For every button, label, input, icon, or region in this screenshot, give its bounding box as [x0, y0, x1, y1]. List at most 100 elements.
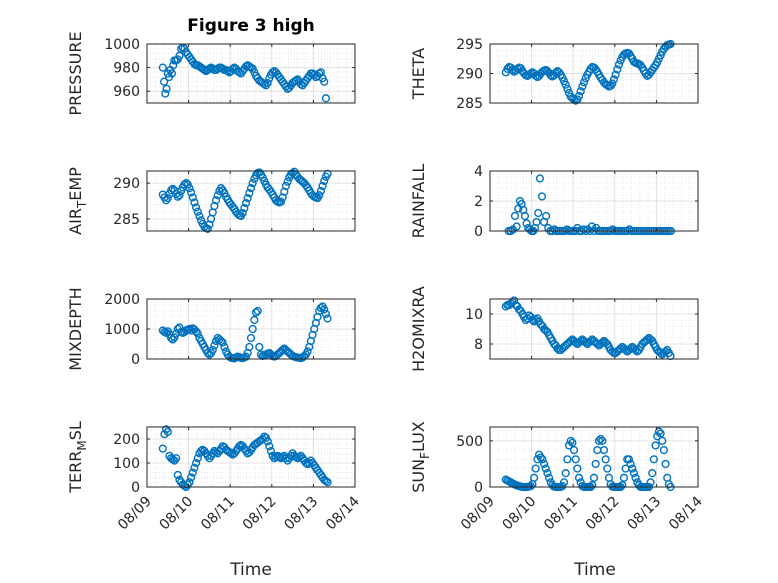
data-point: [316, 186, 325, 196]
data-point: [593, 339, 602, 349]
data-point: [586, 336, 595, 346]
y-tick-label: 500: [456, 434, 483, 450]
data-point: [594, 436, 604, 445]
data-point: [210, 341, 219, 350]
data-point: [158, 63, 167, 72]
data-point: [255, 342, 264, 352]
data-point: [629, 469, 639, 478]
data-point: [543, 469, 552, 478]
data-point: [538, 455, 547, 464]
data-point: [626, 344, 635, 353]
data-point: [320, 305, 329, 314]
y-tick-label: 0: [131, 480, 140, 496]
data-point: [162, 196, 171, 205]
data-point: [654, 427, 663, 436]
data-point: [185, 478, 194, 487]
subplot-5: 0 1000 2000 MIXDEPTH: [66, 287, 356, 371]
data-point: [614, 60, 624, 69]
data-point: [531, 464, 540, 473]
data-point: [601, 455, 610, 464]
data-point: [628, 464, 637, 473]
data-point: [626, 459, 635, 469]
data-point: [161, 89, 170, 98]
data-point: [587, 222, 597, 231]
data-point: [303, 347, 312, 356]
data-point: [631, 473, 640, 482]
data-point: [589, 473, 599, 482]
data-point: [534, 208, 543, 218]
data-point: [539, 459, 549, 469]
data-point: [561, 469, 570, 478]
data-point: [159, 77, 169, 86]
data-point: [576, 336, 585, 346]
y-tick-label: 1000: [104, 37, 140, 53]
data-point: [526, 481, 535, 491]
y-tick-label: 0: [474, 224, 483, 240]
data-point: [656, 348, 665, 358]
data-point: [186, 188, 196, 197]
data-point: [522, 219, 531, 228]
data-point: [241, 199, 251, 208]
y-axis-label: H2OMIXRA: [409, 286, 428, 372]
data-point: [566, 436, 575, 445]
data-point: [320, 176, 329, 186]
data-point: [596, 434, 605, 444]
y-tick-label: 4: [474, 164, 483, 180]
data-point: [168, 335, 177, 344]
data-point: [578, 82, 587, 91]
figure-title: Figure 3 high: [187, 16, 315, 36]
data-point: [563, 84, 572, 93]
subplot-4: 0 2 4 RAINFALL: [409, 164, 699, 240]
data-point: [240, 204, 249, 213]
y-axis-label: AIRTEMP: [66, 167, 89, 235]
data-point: [323, 314, 332, 323]
subplot-6: 8 10 H2OMIXRA: [409, 286, 699, 372]
data-point: [186, 473, 196, 482]
data-point: [191, 458, 201, 468]
data-point: [238, 209, 247, 218]
data-point: [544, 473, 554, 482]
y-tick-label: 100: [113, 456, 140, 472]
data-point: [246, 184, 256, 193]
y-tick-label: 10: [465, 307, 483, 323]
data-point: [624, 455, 634, 464]
x-axis-label-left: Time: [229, 560, 272, 580]
data-point: [186, 326, 196, 335]
data-point: [573, 464, 582, 473]
data-point: [603, 464, 612, 473]
y-axis-label: SUNFLUX: [409, 421, 432, 493]
data-point: [529, 473, 539, 482]
data-point: [248, 179, 257, 188]
data-point: [315, 191, 324, 200]
data-point: [323, 478, 332, 487]
y-axis-label: RAINFALL: [409, 164, 428, 239]
data-point: [191, 327, 201, 336]
data-point: [250, 315, 259, 325]
data-point: [193, 329, 202, 338]
data-point: [193, 207, 202, 216]
data-point: [609, 75, 619, 84]
axes-frame: [489, 298, 699, 360]
data-point: [599, 445, 609, 455]
data-point: [566, 336, 575, 346]
data-point: [648, 469, 657, 478]
data-point: [190, 463, 199, 472]
y-tick-label: 295: [456, 37, 483, 53]
data-point: [621, 345, 630, 355]
data-point: [263, 437, 272, 446]
data-point: [246, 333, 256, 343]
data-point: [211, 196, 221, 205]
data-point: [512, 222, 521, 231]
y-tick-label: 1000: [104, 322, 140, 338]
data-point: [323, 169, 332, 178]
data-point: [613, 65, 622, 74]
data-point: [216, 336, 226, 346]
axes-frame: [489, 426, 699, 488]
data-point: [278, 345, 287, 355]
y-axis-label: PRESSURE: [66, 31, 85, 115]
x-axis-label-right: Time: [573, 560, 616, 580]
data-point: [163, 194, 172, 203]
data-point: [167, 333, 176, 343]
data-point: [537, 192, 547, 201]
